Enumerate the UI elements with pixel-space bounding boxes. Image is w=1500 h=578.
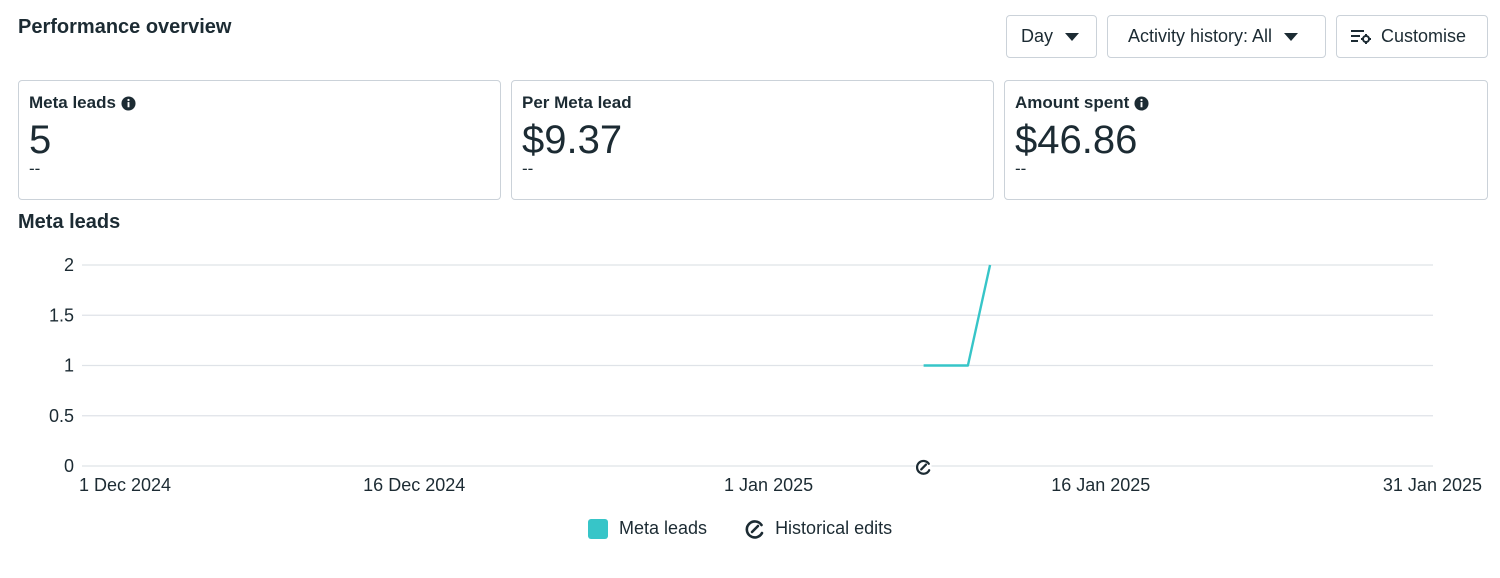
legend-swatch — [588, 518, 608, 539]
legend-item-historical-edits[interactable]: Historical edits — [745, 518, 892, 539]
x-tick-label: 1 Jan 2025 — [724, 475, 813, 495]
activity-history-dropdown-button[interactable]: Activity history: All — [1107, 15, 1326, 58]
card-comparison: -- — [1015, 159, 1027, 178]
y-tick-label: 1 — [64, 356, 74, 376]
y-tick-label: 0.5 — [49, 406, 74, 426]
card-value: 5 — [29, 118, 52, 162]
card-comparison: -- — [29, 159, 41, 178]
chart-title: Meta leads — [18, 211, 121, 233]
historical-edits-icon — [745, 519, 765, 539]
card-label: Per Meta lead — [522, 93, 632, 112]
metric-card-per-meta-lead[interactable]: Per Meta lead $9.37 -- — [511, 80, 994, 200]
metric-card-amount-spent[interactable]: Amount spent $46.86 -- — [1004, 80, 1488, 200]
caret-down-icon — [1065, 32, 1080, 41]
card-comparison: -- — [522, 159, 534, 178]
meta-leads-line-chart[interactable]: 0 0.5 1 1.5 2 1 Dec 2024 16 Dec 2024 1 Jan 2025… — [0, 240, 1500, 505]
activity-history-label: Activity history: All — [1128, 26, 1273, 46]
card-value: $9.37 — [522, 118, 623, 162]
day-label: Day — [1021, 26, 1054, 46]
info-icon[interactable] — [1134, 95, 1149, 111]
chart-legend: Meta leads Historical edits — [588, 518, 930, 539]
y-tick-label: 1.5 — [49, 305, 74, 325]
historical-edit-marker[interactable] — [915, 459, 932, 475]
card-value: $46.86 — [1015, 118, 1138, 162]
legend-label: Historical edits — [775, 518, 893, 538]
y-tick-label: 2 — [64, 255, 74, 275]
customise-button[interactable]: Customise — [1336, 15, 1488, 58]
day-dropdown-button[interactable]: Day — [1006, 15, 1097, 58]
legend-label: Meta leads — [619, 518, 708, 538]
y-tick-label: 0 — [64, 456, 74, 476]
customise-label: Customise — [1381, 26, 1467, 46]
customise-icon — [1351, 29, 1371, 45]
metric-card-meta-leads[interactable]: Meta leads 5 -- — [18, 80, 501, 200]
info-icon[interactable] — [121, 95, 136, 111]
x-tick-label: 16 Dec 2024 — [363, 475, 465, 495]
caret-down-icon — [1284, 32, 1299, 41]
x-tick-label: 31 Jan 2025 — [1383, 475, 1482, 495]
card-label: Amount spent — [1015, 93, 1130, 112]
x-tick-label: 1 Dec 2024 — [79, 475, 171, 495]
legend-item-meta-leads[interactable]: Meta leads — [588, 518, 707, 539]
page-title: Performance overview — [18, 16, 232, 38]
series-line-meta-leads — [923, 264, 992, 367]
card-label: Meta leads — [29, 93, 116, 112]
x-tick-label: 16 Jan 2025 — [1051, 475, 1150, 495]
